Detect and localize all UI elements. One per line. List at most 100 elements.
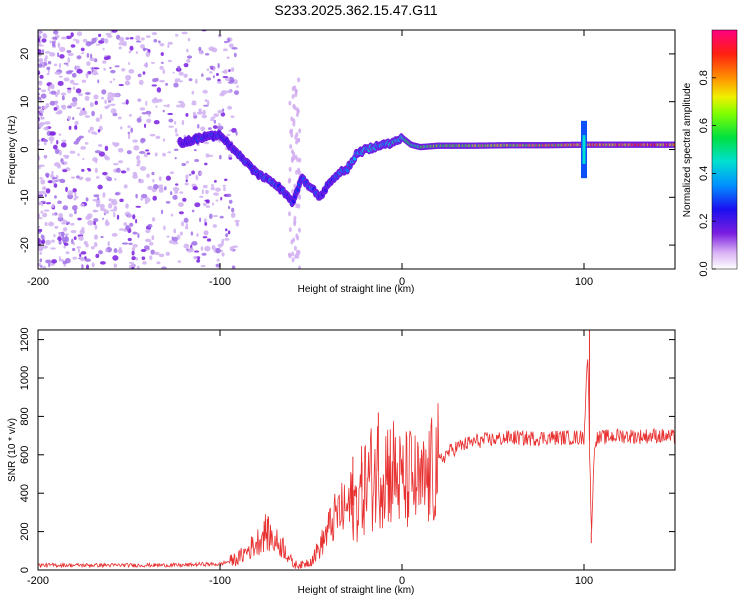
noise-speckle xyxy=(44,121,51,125)
snr-xtick-label: 0 xyxy=(399,575,405,587)
colorbar-tick-label: 0.0 xyxy=(698,261,710,276)
noise-speckle xyxy=(217,62,220,69)
noise-speckle xyxy=(165,251,171,256)
noise-speckle xyxy=(144,197,151,203)
noise-speckle xyxy=(178,211,184,215)
noise-speckle xyxy=(171,241,179,245)
noise-speckle xyxy=(155,105,158,108)
noise-speckle xyxy=(58,149,62,156)
noise-speckle xyxy=(43,209,50,212)
colorbar-tick-label: 0.4 xyxy=(698,166,710,181)
noise-speckle xyxy=(38,87,42,91)
noise-speckle xyxy=(89,53,93,59)
snr-xtick-label: 100 xyxy=(575,575,593,587)
noise-speckle xyxy=(93,234,99,240)
noise-speckle xyxy=(174,156,177,160)
noise-speckle xyxy=(74,209,77,215)
noise-speckle xyxy=(51,203,55,209)
noise-speckle xyxy=(81,52,85,55)
noise-speckle xyxy=(105,219,109,224)
noise-speckle xyxy=(38,30,41,36)
noise-speckle xyxy=(235,222,240,227)
noise-speckle xyxy=(89,57,95,62)
noise-speckle xyxy=(41,239,46,245)
noise-speckle xyxy=(75,88,82,94)
noise-speckle xyxy=(185,179,188,183)
noise-speckle xyxy=(63,245,66,249)
noise-speckle xyxy=(288,166,292,172)
noise-speckle xyxy=(140,197,144,201)
noise-speckle xyxy=(68,213,73,218)
noise-speckle xyxy=(102,47,105,51)
noise-speckle xyxy=(297,227,301,233)
noise-speckle xyxy=(107,92,114,98)
noise-speckle xyxy=(235,131,238,136)
noise-speckle xyxy=(178,80,183,83)
noise-speckle xyxy=(233,52,237,58)
noise-speckle xyxy=(38,38,41,43)
noise-speckle xyxy=(119,198,124,203)
noise-speckle xyxy=(58,133,62,136)
spectrogram-ytick-label: 20 xyxy=(19,48,31,60)
noise-speckle xyxy=(100,37,105,42)
noise-speckle xyxy=(183,243,190,249)
noise-speckle xyxy=(95,176,100,179)
noise-speckle xyxy=(38,201,42,206)
noise-speckle xyxy=(153,251,160,256)
noise-speckle xyxy=(150,61,155,64)
noise-speckle xyxy=(39,190,46,195)
noise-speckle xyxy=(79,176,84,180)
noise-speckle xyxy=(163,186,167,191)
noise-speckle xyxy=(204,162,208,166)
noise-speckle xyxy=(153,97,158,102)
noise-speckle xyxy=(144,238,152,243)
noise-speckle xyxy=(207,154,214,157)
noise-speckle xyxy=(145,110,152,115)
ridge-spike-core xyxy=(582,135,586,164)
noise-speckle xyxy=(112,78,116,81)
noise-speckle xyxy=(136,163,140,167)
spectrogram-xtick-label: 100 xyxy=(575,276,593,288)
noise-speckle xyxy=(138,115,142,119)
noise-speckle xyxy=(121,242,129,245)
noise-speckle xyxy=(52,179,56,184)
noise-speckle xyxy=(212,75,215,79)
noise-speckle xyxy=(288,100,292,106)
noise-speckle xyxy=(131,246,136,253)
noise-speckle xyxy=(225,233,229,238)
noise-speckle xyxy=(186,58,191,63)
noise-speckle xyxy=(163,225,166,231)
noise-speckle xyxy=(151,171,155,176)
noise-speckle xyxy=(52,144,58,150)
noise-speckle xyxy=(174,121,177,125)
noise-speckle xyxy=(72,256,78,260)
noise-speckle xyxy=(153,183,159,190)
noise-speckle xyxy=(132,174,138,179)
noise-speckle xyxy=(154,152,158,157)
noise-speckle xyxy=(149,133,156,137)
spectrogram-frame xyxy=(37,29,676,270)
noise-speckle xyxy=(145,229,151,234)
noise-speckle xyxy=(70,222,75,226)
noise-speckle xyxy=(191,209,195,213)
noise-speckle xyxy=(231,207,235,213)
noise-speckle xyxy=(53,107,58,111)
noise-speckle xyxy=(73,38,77,41)
noise-speckle xyxy=(89,126,94,131)
noise-speckle xyxy=(39,251,42,255)
noise-speckle xyxy=(210,118,215,122)
noise-speckle xyxy=(76,107,81,110)
noise-speckle xyxy=(117,249,123,254)
noise-speckle xyxy=(230,212,236,218)
noise-speckle xyxy=(140,248,147,253)
noise-speckle xyxy=(93,241,98,248)
noise-speckle xyxy=(151,32,158,36)
noise-speckle xyxy=(68,70,74,73)
noise-speckle xyxy=(115,142,120,147)
noise-speckle xyxy=(84,258,91,262)
noise-speckle xyxy=(217,109,224,114)
noise-speckle xyxy=(289,144,293,150)
noise-speckle xyxy=(142,71,146,75)
noise-speckle xyxy=(168,240,174,244)
noise-speckle xyxy=(38,228,43,233)
